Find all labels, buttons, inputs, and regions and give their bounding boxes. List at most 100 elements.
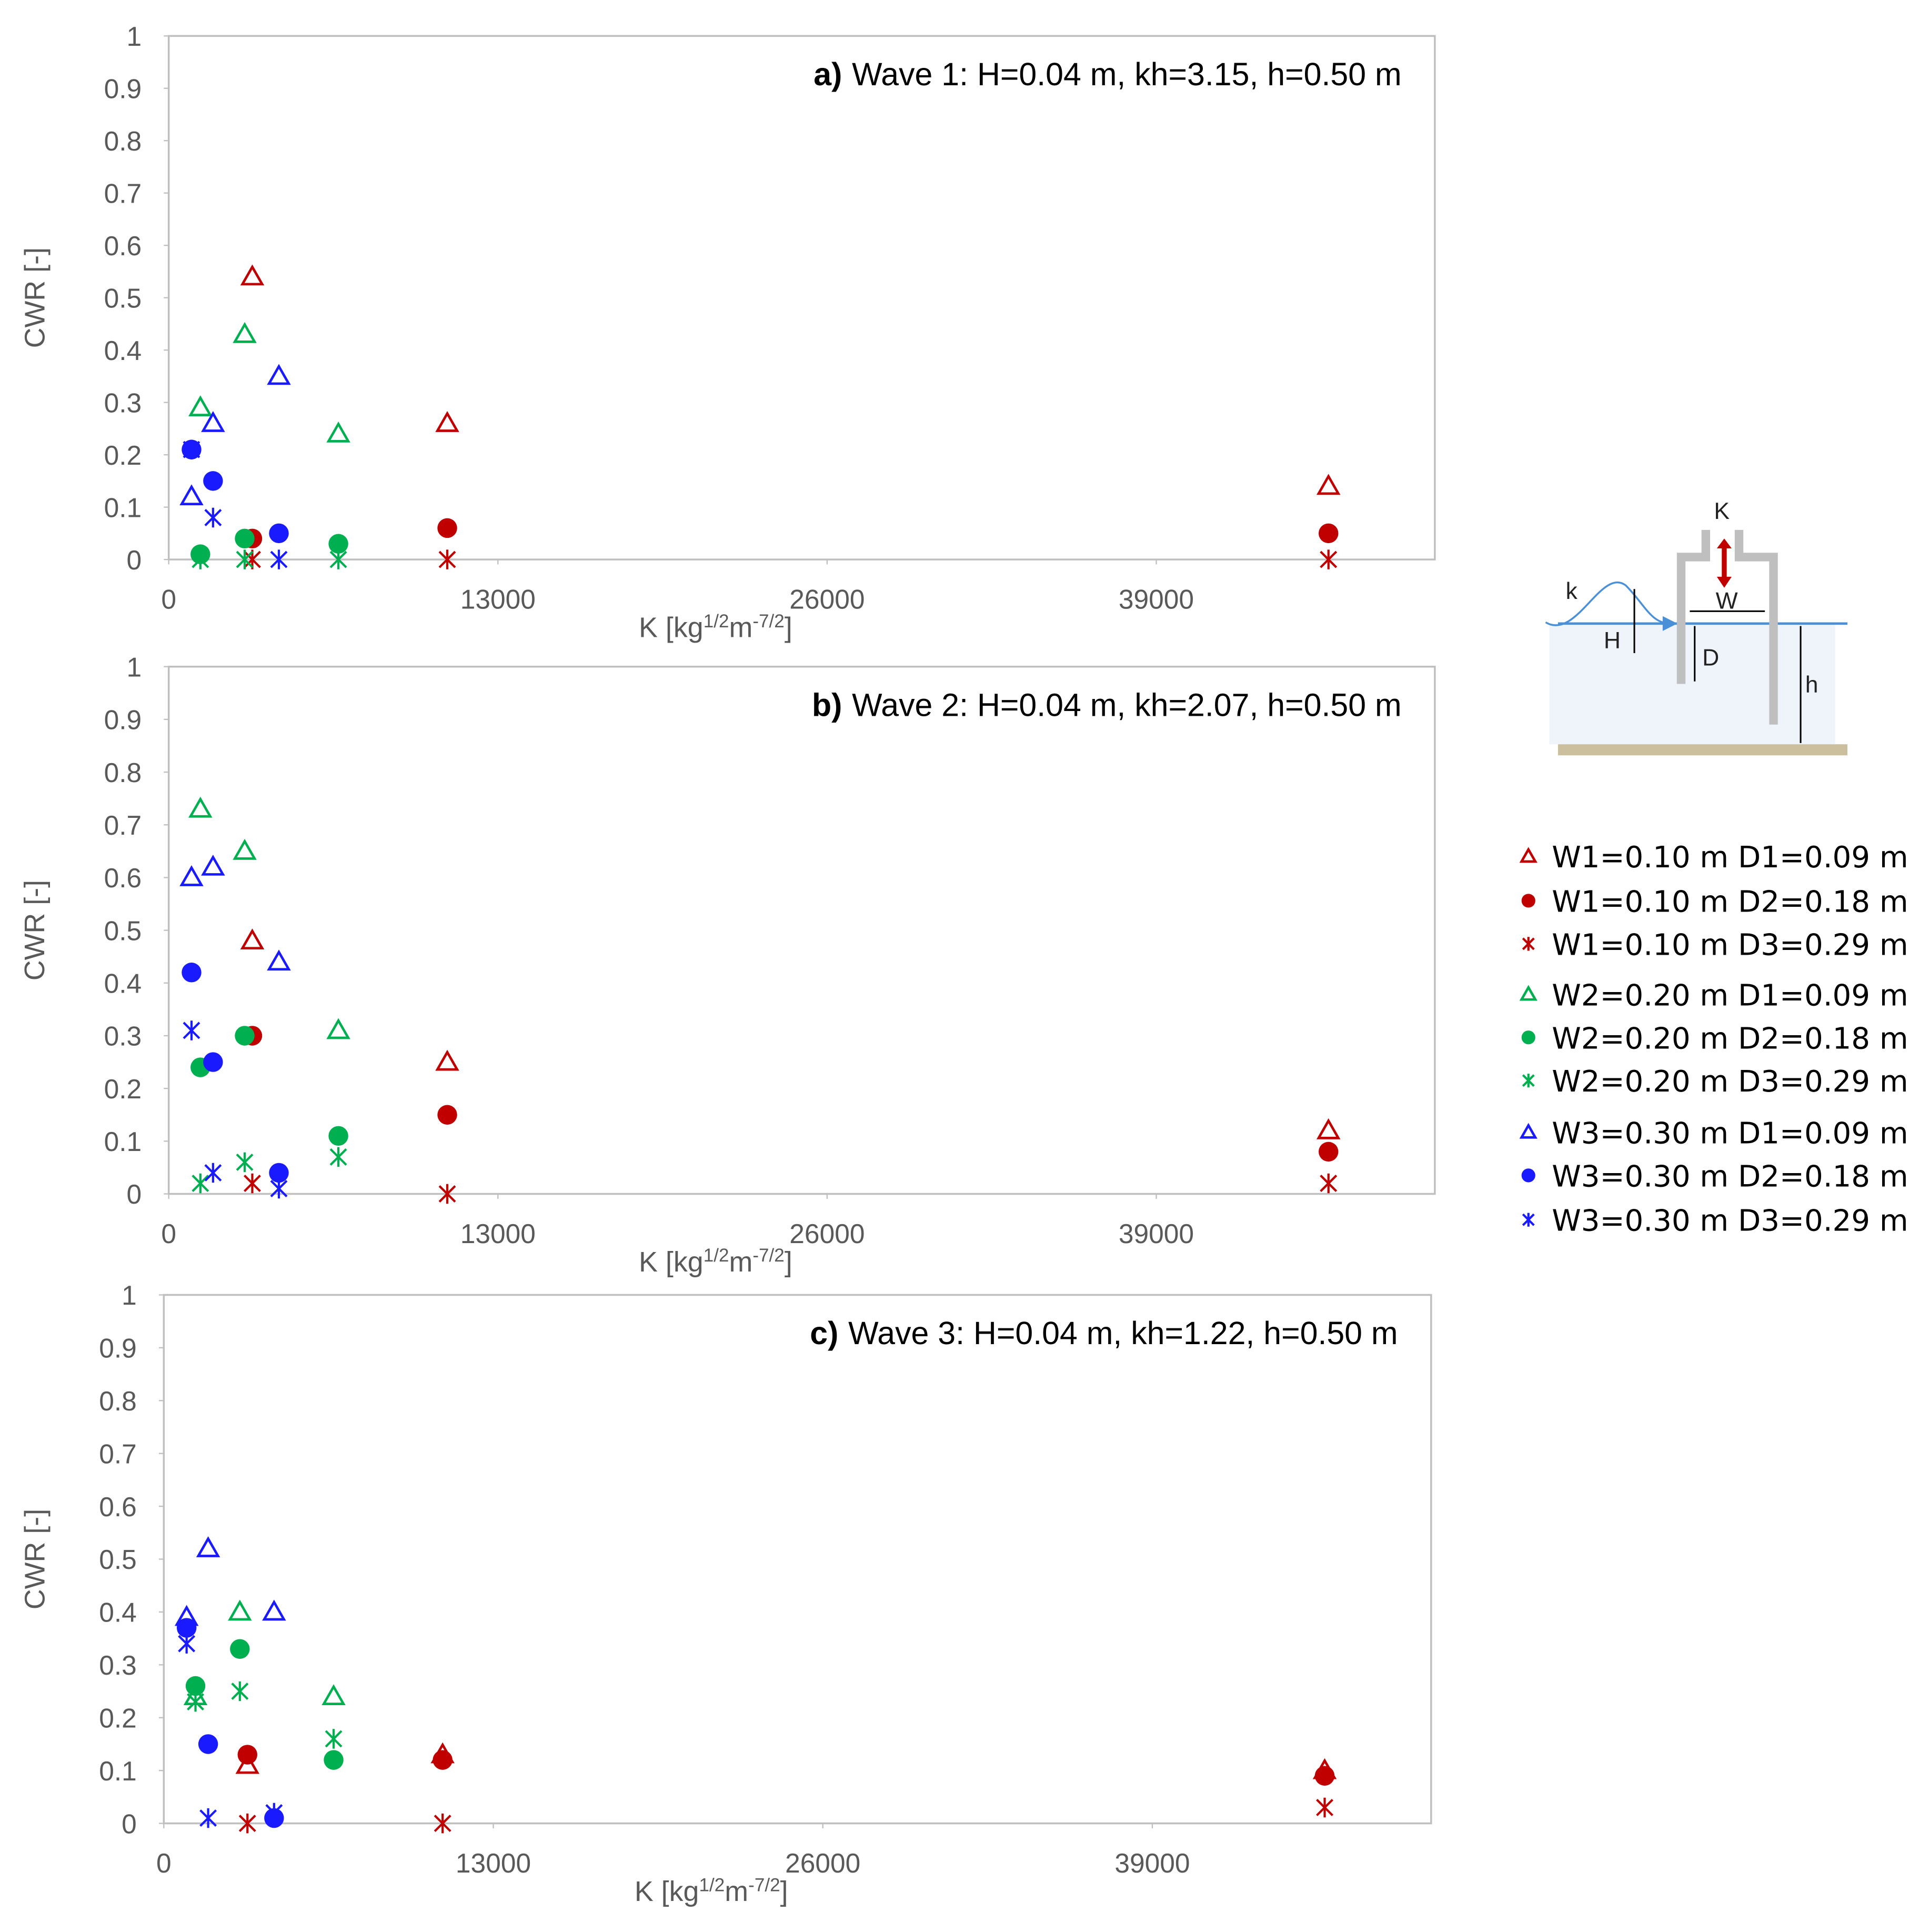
circle-marker (328, 534, 348, 554)
y-tick-label: 0.8 (104, 757, 142, 788)
x-axis-label-part: 1/2 (704, 1245, 729, 1266)
y-tick-label: 0.6 (99, 1491, 137, 1522)
legend-label: W1=0.10 m D3=0.29 m (1552, 928, 1908, 962)
x-tick-label: 0 (161, 584, 176, 615)
triangle-marker (179, 865, 204, 886)
x-tick-label: 26000 (789, 1218, 865, 1249)
x-tick-label: 13000 (456, 1848, 531, 1878)
y-tick-label: 0.8 (99, 1386, 137, 1416)
x-axis-label: K [kg1/2m-7/2] (639, 1245, 792, 1278)
title-text: Wave 2: H=0.04 m, kh=2.07, h=0.50 m (852, 687, 1402, 723)
x-axis-label-part: ] (785, 612, 792, 644)
legend-marker (1522, 1213, 1535, 1227)
circle-marker (269, 523, 289, 544)
triangle-marker (201, 411, 225, 432)
x-axis-label-part: -7/2 (752, 1245, 784, 1266)
circle-marker (235, 528, 255, 549)
legend-marker (1519, 1123, 1538, 1139)
diagram-label: H (1604, 628, 1621, 654)
triangle-marker (188, 796, 213, 818)
legend-label: W1=0.10 m D2=0.18 m (1552, 885, 1908, 919)
diagram-label: W (1716, 588, 1738, 614)
x-tick-label: 39000 (1114, 1848, 1190, 1878)
x-tick-label: 39000 (1119, 1218, 1194, 1249)
y-tick-label: 0.4 (104, 968, 142, 999)
circle-marker (437, 1105, 457, 1125)
x-tick-label: 0 (161, 1218, 176, 1249)
star-marker (438, 549, 456, 569)
y-tick-label: 0.9 (104, 705, 142, 735)
triangle-marker (188, 395, 213, 416)
star-marker (270, 549, 288, 569)
x-axis-label-part: ] (785, 1246, 792, 1278)
title-text: Wave 1: H=0.04 m, kh=3.15, h=0.50 m (852, 56, 1402, 92)
y-tick-label: 0.9 (99, 1333, 137, 1364)
air-arrow-head (1716, 576, 1732, 588)
star-marker (438, 1184, 456, 1204)
chart-title: b) Wave 2: H=0.04 m, kh=2.07, h=0.50 m (812, 687, 1402, 723)
star-marker (1316, 1797, 1333, 1818)
y-tick-label: 0.6 (104, 231, 142, 261)
circle-marker (1319, 1142, 1339, 1162)
x-tick-label: 39000 (1119, 584, 1194, 615)
star-marker (236, 1152, 254, 1173)
y-tick-label: 0.5 (99, 1544, 137, 1575)
x-tick-label: 26000 (789, 584, 865, 615)
legend-marker (1519, 847, 1538, 863)
y-tick-label: 0.1 (104, 1126, 142, 1157)
x-axis-label-part: 1/2 (704, 611, 729, 632)
triangle-marker (321, 1684, 346, 1705)
circle-marker (203, 471, 223, 491)
y-tick-label: 0.5 (104, 915, 142, 946)
triangle-marker (435, 411, 459, 432)
circle-marker (182, 963, 202, 983)
diagram-label: k (1566, 578, 1578, 604)
y-tick-label: 0.2 (99, 1703, 137, 1733)
y-tick-label: 0.3 (99, 1650, 137, 1680)
star-marker (199, 1808, 217, 1828)
legend-marker (1522, 1074, 1535, 1088)
triangle-marker (235, 1753, 260, 1774)
triangle-marker (326, 1018, 350, 1039)
triangle-marker (1316, 474, 1341, 495)
circle-marker (1314, 1766, 1335, 1786)
triangle-marker (179, 484, 204, 506)
triangle-marker (240, 264, 265, 286)
y-tick-label: 1 (122, 1280, 137, 1310)
seabed (1558, 744, 1847, 756)
star-marker (244, 1173, 261, 1194)
panel-label: b) (812, 687, 842, 723)
x-axis-label-part: 1/2 (699, 1875, 725, 1895)
star-marker (204, 1163, 222, 1183)
triangle-marker (1316, 1118, 1341, 1139)
star-marker (183, 1020, 200, 1040)
x-axis-label-part: m (729, 1246, 753, 1278)
x-axis-label-part: K [kg (635, 1876, 699, 1907)
star-marker (265, 1803, 283, 1823)
wave-arrow (1662, 616, 1677, 631)
legend-marker (1521, 1168, 1535, 1183)
circle-marker (198, 1734, 218, 1754)
star-marker (231, 1681, 249, 1701)
y-tick-label: 0 (127, 545, 142, 575)
y-tick-label: 1 (127, 21, 142, 52)
y-tick-label: 0.7 (99, 1438, 137, 1469)
triangle-marker (233, 838, 257, 860)
circle-marker (433, 1750, 453, 1770)
y-tick-label: 0 (122, 1808, 137, 1839)
y-tick-label: 0.4 (99, 1597, 137, 1628)
y-tick-label: 0.2 (104, 1074, 142, 1104)
triangle-marker (262, 1599, 286, 1621)
plot-area (167, 665, 1436, 1195)
circle-marker (230, 1639, 250, 1659)
diagram-label: K (1714, 498, 1730, 524)
star-marker (236, 549, 254, 569)
x-axis-label-part: K [kg (639, 1246, 704, 1278)
panel-label: c) (810, 1315, 838, 1351)
y-axis-label: CWR [-] (19, 1509, 51, 1609)
triangle-marker (435, 1049, 459, 1071)
y-tick-label: 0.7 (104, 178, 142, 208)
legend-label: W2=0.20 m D1=0.09 m (1552, 978, 1908, 1013)
triangle-marker (326, 421, 350, 443)
